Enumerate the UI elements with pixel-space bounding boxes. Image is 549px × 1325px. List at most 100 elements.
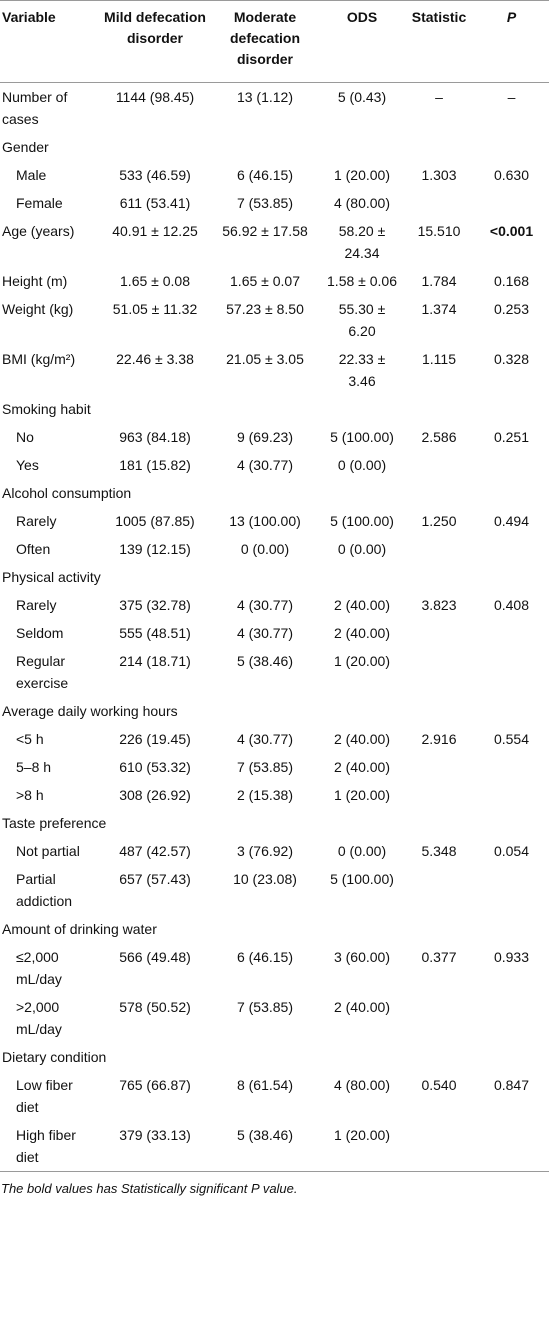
column-header: Statistic [411,9,467,25]
cell: 58.20 ± 24.34 [338,223,386,261]
cell: 2 (40.00) [333,597,391,613]
section-label: Amount of drinking water [2,921,157,937]
cell: 0 (0.00) [337,457,387,473]
row-label: Not partial [16,843,80,859]
cell: 3 (76.92) [236,843,294,859]
table-row: 5–8 h 610 (53.32) 7 (53.85) 2 (40.00) [0,753,549,781]
cell: 0.253 [493,301,530,317]
empty-cell [474,781,549,809]
cell: 578 (50.52) [119,999,191,1015]
cell: 379 (33.13) [119,1127,191,1143]
cell: 308 (26.92) [119,787,191,803]
cell: 5 (100.00) [330,429,394,445]
cell: 214 (18.71) [119,653,191,669]
cell: 2.916 [421,731,457,747]
cell: 4 (80.00) [333,195,391,211]
cell: 1.374 [421,301,457,317]
cell: 5 (100.00) [330,513,394,529]
empty-cell [404,647,474,697]
table-row: Rarely 375 (32.78) 4 (30.77) 2 (40.00) 3.823… [0,591,549,619]
cell: 139 (12.15) [119,541,191,557]
section-label: Dietary condition [2,1049,107,1065]
empty-cell [474,535,549,563]
cell: 0.933 [493,949,530,965]
cell: 1.303 [421,167,457,183]
section-row: Physical activity [0,563,549,591]
table-row: Regular exercise 214 (18.71) 5 (38.46) 1 (2… [0,647,549,697]
row-label: >2,000 mL/day [16,999,62,1037]
row-label: Low fiber diet [16,1077,73,1115]
table-row: Rarely 1005 (87.85) 13 (100.00) 5 (100.00) 1… [0,507,549,535]
table-row: Height (m) 1.65 ± 0.08 1.65 ± 0.07 1.58 ± 0… [0,267,549,295]
row-label: Yes [16,457,39,473]
table-body: Number of cases 1144 (98.45) 13 (1.12) 5 (0… [0,83,549,1172]
section-row: Dietary condition [0,1043,549,1071]
cell: 6 (46.15) [236,949,294,965]
cell: 2 (40.00) [333,999,391,1015]
empty-cell [404,781,474,809]
table-row: ≤2,000 mL/day 566 (49.48) 6 (46.15) 3 (60.0… [0,943,549,993]
column-header: Variable [2,9,56,25]
column-header: Mild defecation disorder [104,9,206,46]
row-label: ≤2,000 mL/day [16,949,62,987]
table-row: Not partial 487 (42.57) 3 (76.92) 0 (0.00) 5… [0,837,549,865]
cell: 0.168 [493,273,530,289]
empty-cell [474,189,549,217]
section-row: Gender [0,133,549,161]
table-row: >2,000 mL/day 578 (50.52) 7 (53.85) 2 (40.0… [0,993,549,1043]
empty-cell [474,1121,549,1172]
section-label: Physical activity [2,569,101,585]
cell: 1144 (98.45) [115,89,195,105]
cell: 5 (100.00) [330,871,394,887]
cell: 6 (46.15) [236,167,294,183]
cell: 4 (30.77) [236,597,294,613]
empty-cell [404,1121,474,1172]
empty-cell [404,865,474,915]
row-label: Partial addiction [16,871,73,909]
cell: 1.65 ± 0.07 [230,273,300,289]
cell: 375 (32.78) [119,597,191,613]
column-header: ODS [346,9,378,25]
row-label: No [16,429,34,445]
cell: 22.46 ± 3.38 [116,351,194,367]
cell: 2 (40.00) [333,759,391,775]
row-label: Weight (kg) [2,301,74,317]
table-row: Number of cases 1144 (98.45) 13 (1.12) 5 (0… [0,83,549,134]
row-label: Often [16,541,51,557]
cell: 4 (30.77) [236,625,294,641]
empty-cell [404,993,474,1043]
cell: 0 (0.00) [240,541,290,557]
cell: 181 (15.82) [119,457,191,473]
table-row: Male 533 (46.59) 6 (46.15) 1 (20.00) 1.303 0.… [0,161,549,189]
row-label: Female [16,195,63,211]
cell: 1 (20.00) [333,787,391,803]
empty-cell [474,647,549,697]
row-label: Seldom [16,625,64,641]
cell: 533 (46.59) [119,167,191,183]
row-label: Number of cases [2,89,68,127]
table-row: Yes 181 (15.82) 4 (30.77) 0 (0.00) [0,451,549,479]
row-label: >8 h [16,787,44,803]
cell: 10 (23.08) [233,871,297,887]
empty-cell [404,535,474,563]
table-header: Variable Mild defecation disorder Moderate… [0,0,549,83]
cell: 0 (0.00) [337,541,387,557]
cell: 1.250 [421,513,457,529]
cell: 2 (40.00) [333,625,391,641]
cell: 7 (53.85) [236,999,294,1015]
cell: 765 (66.87) [119,1077,191,1093]
cell: 555 (48.51) [119,625,191,641]
section-label: Alcohol consumption [2,485,132,501]
empty-cell [404,189,474,217]
empty-cell [474,993,549,1043]
table-row: Weight (kg) 51.05 ± 11.32 57.23 ± 8.50 55.3… [0,295,549,345]
cell: 2 (15.38) [236,787,294,803]
cell: 4 (30.77) [236,457,294,473]
cell: 8 (61.54) [236,1077,294,1093]
empty-cell [404,451,474,479]
section-row: Average daily working hours [0,697,549,725]
cell: 4 (30.77) [236,731,294,747]
cell: 5.348 [421,843,457,859]
cell: 0.328 [493,351,530,367]
empty-cell [474,753,549,781]
